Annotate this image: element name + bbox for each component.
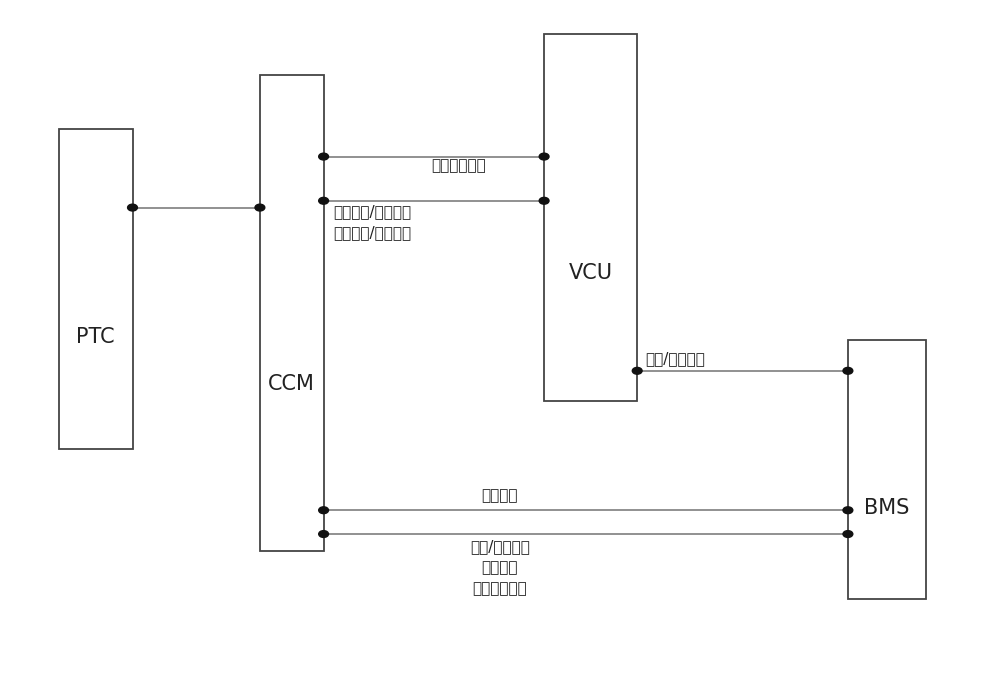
Bar bbox=[544, 34, 637, 401]
Circle shape bbox=[843, 367, 853, 374]
Text: VCU: VCU bbox=[569, 263, 613, 283]
Text: BMS: BMS bbox=[864, 498, 910, 518]
Text: 冷却/加热请求
电池温度
电池目标温度: 冷却/加热请求 电池温度 电池目标温度 bbox=[470, 539, 530, 595]
Circle shape bbox=[539, 153, 549, 160]
Text: 环境温度: 环境温度 bbox=[482, 489, 518, 503]
Circle shape bbox=[319, 531, 328, 537]
Circle shape bbox=[319, 153, 328, 160]
Bar bbox=[848, 340, 926, 599]
Circle shape bbox=[319, 507, 328, 514]
Circle shape bbox=[843, 507, 853, 514]
Bar bbox=[59, 129, 132, 449]
Text: 冷却/加热请求: 冷却/加热请求 bbox=[645, 351, 705, 366]
Text: PTC: PTC bbox=[76, 327, 115, 347]
Circle shape bbox=[255, 204, 265, 211]
Circle shape bbox=[128, 204, 137, 211]
Circle shape bbox=[319, 197, 328, 204]
Text: 需求冷却/加热功率
实际冷却/加热功率: 需求冷却/加热功率 实际冷却/加热功率 bbox=[333, 204, 412, 240]
Text: CCM: CCM bbox=[268, 374, 315, 394]
Text: 各控制器信息: 各控制器信息 bbox=[431, 158, 486, 174]
Bar bbox=[260, 75, 324, 551]
Circle shape bbox=[843, 531, 853, 537]
Circle shape bbox=[632, 367, 642, 374]
Circle shape bbox=[539, 197, 549, 204]
